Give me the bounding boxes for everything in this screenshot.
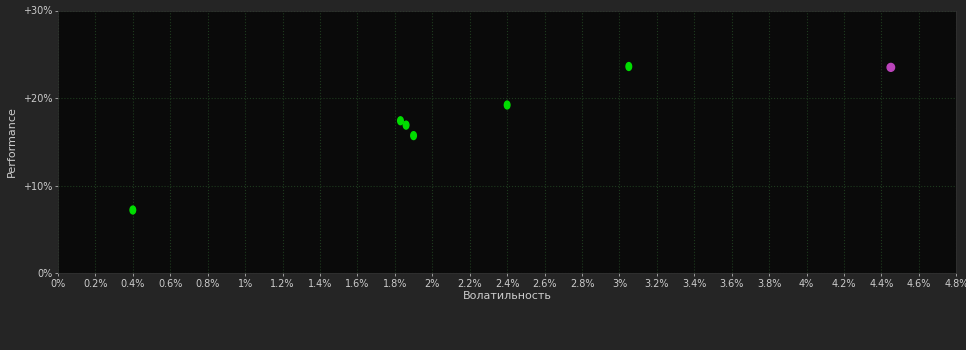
Ellipse shape xyxy=(130,206,135,214)
X-axis label: Волатильность: Волатильность xyxy=(463,291,552,301)
Ellipse shape xyxy=(887,63,895,71)
Ellipse shape xyxy=(411,132,416,140)
Ellipse shape xyxy=(504,101,510,109)
Y-axis label: Performance: Performance xyxy=(8,106,17,177)
Ellipse shape xyxy=(398,117,403,125)
Ellipse shape xyxy=(626,63,632,70)
Ellipse shape xyxy=(403,121,409,129)
